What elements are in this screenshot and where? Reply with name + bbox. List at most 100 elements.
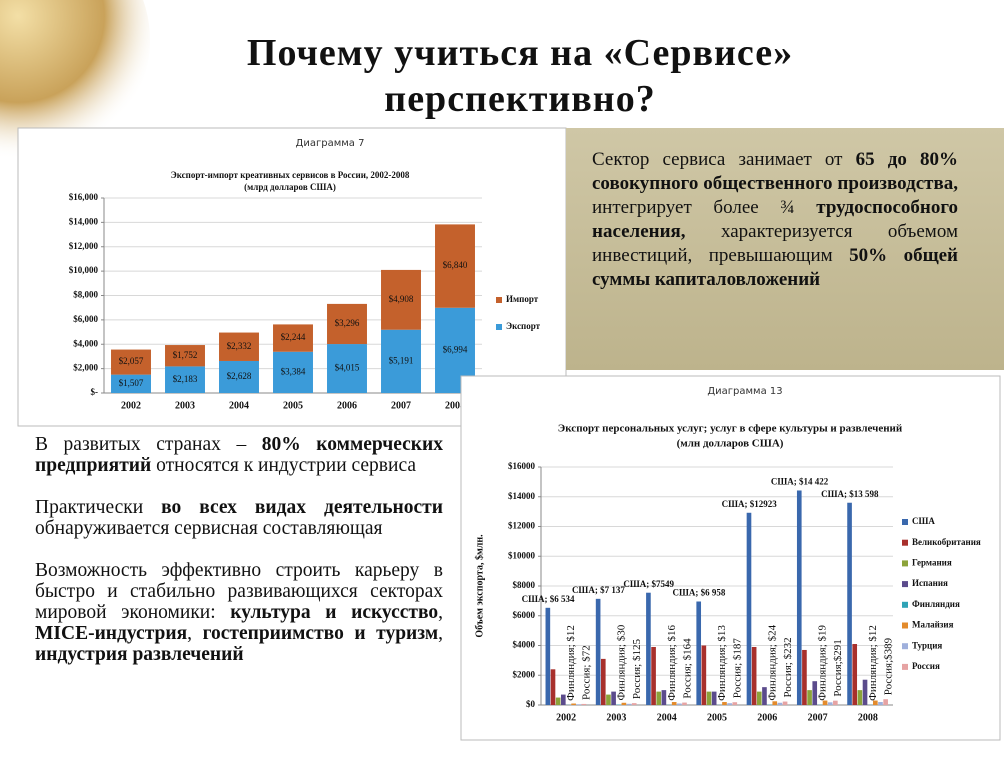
legend-label: Импорт <box>506 294 539 304</box>
bold-text: MICE-индустрия <box>35 623 188 644</box>
bar <box>852 644 858 705</box>
bar <box>878 702 883 705</box>
bar-segment <box>381 269 421 330</box>
bar <box>651 646 656 705</box>
x-tick-label: 2007 <box>808 712 828 723</box>
data-label: $4,015 <box>335 363 360 373</box>
text: , <box>438 602 443 623</box>
data-label: Финляндия; $12 <box>867 625 879 701</box>
y-tick-label: $6000 <box>513 610 536 620</box>
data-label: Россия; $187 <box>732 638 744 699</box>
data-label: $5,191 <box>389 355 414 365</box>
legend-label: Экспорт <box>506 321 541 331</box>
y-tick-label: $8000 <box>513 580 536 590</box>
data-label: США; $12923 <box>722 499 778 509</box>
data-label: $2,332 <box>227 341 252 351</box>
y-axis-label: Объем экспорта, $млн. <box>474 534 485 638</box>
bar <box>606 694 611 705</box>
data-label: $2,183 <box>173 374 198 384</box>
y-tick-label: $14000 <box>508 491 536 501</box>
info-text: Сектор сервиса занимает от 65 до 80% сов… <box>592 148 958 292</box>
legend-label: Россия <box>912 661 940 671</box>
bar-segment <box>435 224 475 308</box>
data-label: Россия; $125 <box>631 639 643 700</box>
bar <box>722 702 727 705</box>
data-label: Россия;$389 <box>882 637 894 695</box>
bar-segment <box>381 329 421 393</box>
bar <box>727 703 732 705</box>
text: Практически <box>35 497 162 518</box>
bar <box>560 694 566 705</box>
data-label: Финляндия; $13 <box>716 625 728 701</box>
bar <box>671 702 677 705</box>
y-tick-label: $6,000 <box>73 314 98 324</box>
bold-text: гостеприимство и туризм <box>202 623 439 644</box>
data-label: $2,057 <box>119 356 144 366</box>
bar <box>833 700 838 705</box>
data-label: $1,752 <box>173 350 198 360</box>
bar <box>581 703 587 705</box>
x-tick-label: 2003 <box>606 712 626 723</box>
bold-text: 65 до 80% совокупного общественного прои… <box>592 149 958 194</box>
text: , <box>438 623 444 644</box>
bar-segment <box>219 360 259 393</box>
data-label: США; $7 137 <box>572 585 625 595</box>
bar <box>756 691 762 705</box>
x-tick-label: 2006 <box>757 712 777 723</box>
legend-swatch <box>902 622 908 629</box>
bold-text: 50% общей суммы капиталовложений <box>592 245 958 290</box>
y-tick-label: $14,000 <box>69 216 99 226</box>
legend-swatch <box>496 324 502 330</box>
y-tick-label: $10,000 <box>69 265 99 275</box>
bar-segment <box>219 332 259 361</box>
text: относятся к индустрии сервиса <box>151 455 417 476</box>
data-label: $3,296 <box>335 318 360 328</box>
bar <box>762 687 767 705</box>
bar-segment <box>327 303 367 345</box>
bar <box>706 691 712 705</box>
data-label: $6,840 <box>443 260 468 270</box>
text: Сектор сервиса занимает от <box>592 149 856 170</box>
y-tick-label: $16,000 <box>69 192 99 202</box>
x-tick-label: 2008 <box>445 400 465 411</box>
bar-segment <box>111 374 151 393</box>
y-tick-label: $2,000 <box>73 363 98 373</box>
bar <box>751 646 757 705</box>
bar <box>746 512 752 705</box>
bold-text: 80% коммерческих предприятий <box>35 434 444 476</box>
legend-swatch <box>902 643 908 650</box>
bar <box>677 703 682 705</box>
data-label: Финляндия; $12 <box>565 625 577 701</box>
bar <box>796 490 802 705</box>
bar <box>807 690 812 705</box>
legend-swatch <box>902 519 908 525</box>
bar <box>827 702 833 705</box>
data-label: Россия; $164 <box>681 638 693 699</box>
chart-title: Экспорт-импорт креативных сервисов в Рос… <box>171 170 410 180</box>
legend-swatch <box>902 539 908 546</box>
legend-label: США <box>912 516 935 526</box>
y-tick-label: $4000 <box>513 640 536 650</box>
y-tick-label: $- <box>91 387 99 397</box>
legend-label: Великобритания <box>912 537 981 547</box>
bar-segment <box>165 345 205 367</box>
bar <box>661 690 667 705</box>
legend-swatch <box>902 663 908 670</box>
slide-title: Почему учиться на «Сервисе» перспективно… <box>246 32 794 120</box>
bar-segment <box>273 351 313 393</box>
data-label: $2,244 <box>281 332 306 342</box>
globe-decoration <box>0 0 150 160</box>
bar <box>555 697 561 705</box>
x-tick-label: 2003 <box>175 400 195 411</box>
legend-label: Финляндия <box>912 599 960 609</box>
text: , <box>187 623 203 644</box>
legend-swatch <box>902 581 908 588</box>
x-tick-label: 2006 <box>337 400 357 411</box>
legend-swatch <box>902 601 908 608</box>
x-tick-label: 2004 <box>657 712 677 723</box>
data-label: США; $13 598 <box>821 489 879 499</box>
paragraph: В развитых странах – 80% коммерческих пр… <box>35 434 443 476</box>
y-tick-label: $10000 <box>508 550 536 560</box>
x-tick-label: 2002 <box>121 400 141 411</box>
